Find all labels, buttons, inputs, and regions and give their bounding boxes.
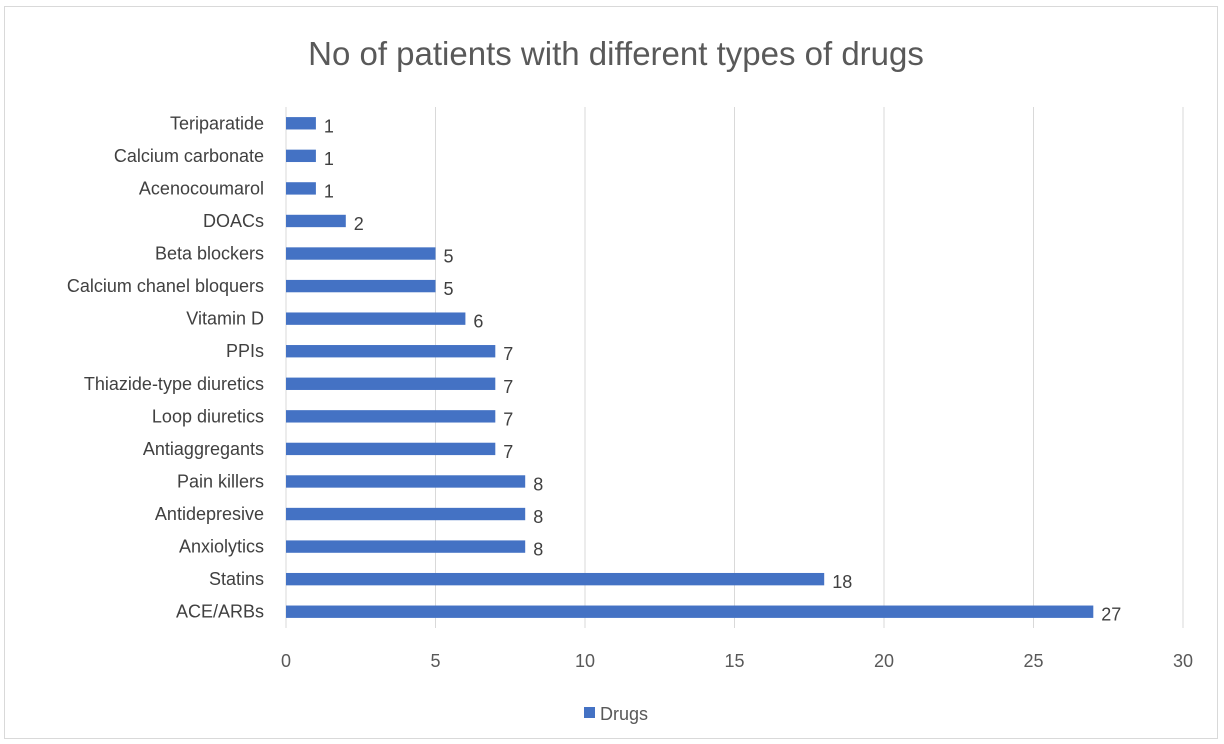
category-label: Vitamin D	[186, 309, 264, 329]
x-axis-ticks: 0 5 10 15 20 25 30	[281, 651, 1193, 671]
data-label: 8	[533, 474, 543, 494]
x-tick-label: 20	[874, 651, 894, 671]
data-label: 1	[324, 149, 334, 169]
x-tick-label: 0	[281, 651, 291, 671]
bar	[286, 214, 346, 228]
legend-label: Drugs	[600, 704, 648, 724]
category-label: Statins	[209, 569, 264, 589]
category-label: Anxiolytics	[179, 537, 264, 557]
data-label: 5	[444, 247, 454, 267]
bar	[286, 377, 496, 390]
category-label: Antiaggregants	[143, 439, 264, 459]
x-tick-label: 30	[1173, 651, 1193, 671]
x-tick-label: 10	[575, 651, 595, 671]
category-label: Antidepresive	[155, 504, 264, 524]
bar	[286, 507, 526, 521]
legend-swatch	[584, 707, 595, 718]
data-label: 1	[324, 181, 334, 201]
data-label: 7	[503, 442, 513, 462]
bar	[286, 475, 526, 488]
x-tick-label: 25	[1023, 651, 1043, 671]
category-label: Teriparatide	[170, 113, 264, 133]
category-label: Loop diuretics	[152, 406, 264, 426]
category-label: Calcium chanel bloquers	[67, 276, 264, 296]
x-tick-label: 15	[724, 651, 744, 671]
data-label: 7	[503, 344, 513, 364]
category-label: Pain killers	[177, 471, 264, 491]
bar	[286, 572, 825, 586]
data-label: 2	[354, 214, 364, 234]
data-label: 8	[533, 540, 543, 560]
data-label: 1	[324, 116, 334, 136]
category-label: Calcium carbonate	[114, 146, 264, 166]
bar	[286, 247, 436, 260]
data-label: 8	[533, 507, 543, 527]
bar	[286, 540, 526, 553]
bar	[286, 410, 496, 423]
category-label: PPIs	[226, 341, 264, 361]
bar	[286, 312, 466, 325]
data-label: 5	[444, 279, 454, 299]
bar	[286, 182, 316, 195]
chart-title: No of patients with different types of d…	[308, 35, 924, 72]
bars	[286, 117, 1094, 618]
bar	[286, 442, 496, 456]
category-label: ACE/ARBs	[176, 602, 264, 622]
category-label: DOACs	[203, 211, 264, 231]
data-label: 27	[1101, 605, 1121, 625]
bar	[286, 117, 316, 130]
category-label: Acenocoumarol	[139, 178, 264, 198]
legend: Drugs	[584, 704, 648, 724]
data-label: 18	[832, 572, 852, 592]
category-label: Beta blockers	[155, 244, 264, 264]
x-tick-label: 5	[430, 651, 440, 671]
data-label: 7	[503, 377, 513, 397]
bar	[286, 149, 316, 163]
data-label: 7	[503, 409, 513, 429]
bar	[286, 605, 1094, 618]
bar	[286, 279, 436, 293]
bar	[286, 345, 496, 358]
category-labels: ACE/ARBs Statins Anxiolytics Antidepresive P…	[67, 113, 264, 621]
category-label: Thiazide-type diuretics	[84, 374, 264, 394]
data-label: 6	[473, 312, 483, 332]
